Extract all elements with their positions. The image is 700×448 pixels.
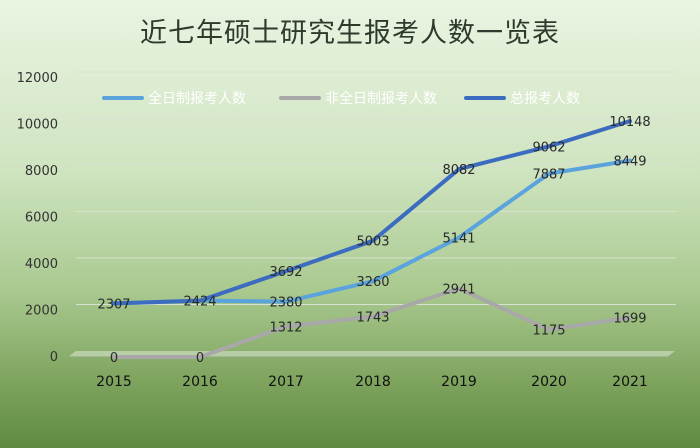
- legend-item-3: 总报考人数: [464, 91, 580, 107]
- data-label: 10148: [609, 115, 650, 130]
- series-line-3: [112, 119, 632, 306]
- y-tick-label: 8000: [25, 164, 58, 179]
- y-tick-label: 12000: [17, 71, 58, 86]
- data-label: 1743: [356, 310, 389, 325]
- chart-title: 近七年硕士研究生报考人数一览表: [140, 18, 560, 49]
- legend-item-1: 全日制报考人数: [102, 90, 246, 107]
- legend-label: 全日制报考人数: [148, 90, 246, 107]
- data-label: 3260: [356, 275, 389, 290]
- data-label: 3692: [269, 265, 302, 280]
- data-label: 5003: [356, 235, 389, 250]
- x-tick-label: 2016: [182, 374, 218, 390]
- legend-label: 总报考人数: [510, 91, 580, 107]
- x-tick-label: 2017: [268, 374, 304, 390]
- x-tick-label: 2018: [355, 374, 391, 390]
- data-label: 0: [196, 351, 204, 366]
- y-tick-label: 4000: [25, 257, 58, 272]
- legend: 全日制报考人数 非全日制报考人数 总报考人数: [102, 90, 580, 107]
- data-label: 2941: [442, 283, 475, 298]
- series-line-2: [112, 286, 632, 359]
- data-label: 7887: [532, 168, 565, 183]
- y-tick-label: 0: [50, 350, 58, 365]
- legend-label: 非全日制报考人数: [325, 90, 437, 107]
- data-label: 1699: [613, 311, 646, 326]
- y-tick-label: 2000: [25, 304, 58, 319]
- data-labels: 2307 2424 2380 3260 5141 7887 8449 0 0 1312 1743 29…: [97, 115, 650, 366]
- data-label: 2380: [269, 296, 302, 311]
- data-label: 2307: [97, 297, 130, 312]
- data-label: 9062: [532, 140, 565, 155]
- data-label: 8449: [613, 155, 646, 170]
- gridlines: [76, 71, 676, 305]
- data-label: 0: [110, 351, 118, 366]
- data-label: 8082: [442, 163, 475, 178]
- series-lines: [112, 119, 632, 359]
- axes: 0 2000 4000 6000 8000 10000 12000 2015 2016 2017 2…: [17, 71, 677, 390]
- data-label: 1175: [532, 324, 565, 339]
- x-tick-label: 2015: [96, 374, 132, 390]
- plot-floor: [68, 351, 676, 357]
- data-label: 1312: [269, 320, 302, 335]
- x-tick-label: 2019: [441, 374, 477, 390]
- axis-depth-line: [667, 350, 677, 358]
- x-tick-label: 2021: [612, 374, 648, 390]
- y-tick-label: 10000: [17, 118, 58, 133]
- y-tick-label: 6000: [25, 211, 58, 226]
- x-tick-label: 2020: [531, 374, 567, 390]
- data-label: 2424: [183, 295, 216, 310]
- legend-item-2: 非全日制报考人数: [279, 90, 437, 107]
- data-label: 5141: [442, 231, 475, 246]
